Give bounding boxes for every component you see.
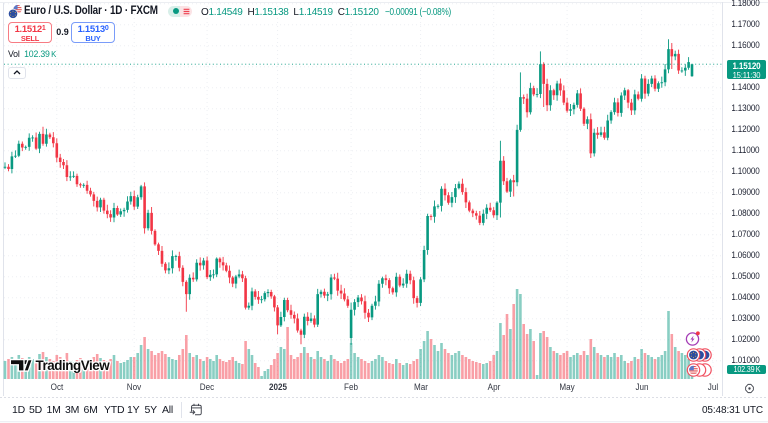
svg-text:TradingView: TradingView [36,358,111,373]
